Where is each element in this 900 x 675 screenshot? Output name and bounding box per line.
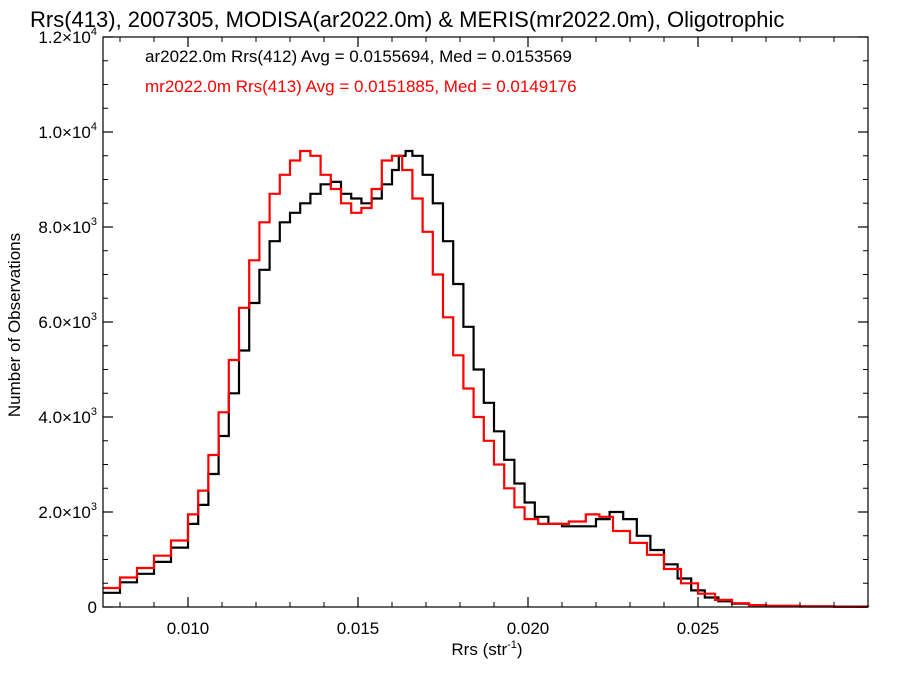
legend-entry-modisa: ar2022.0m Rrs(412) Avg = 0.0155694, Med …	[145, 47, 572, 66]
y-tick-label: 1.0×104	[38, 121, 97, 142]
x-tick-label: 0.025	[677, 619, 720, 638]
x-tick-label: 0.020	[507, 619, 550, 638]
plot-frame	[102, 36, 869, 608]
series-line-meris	[103, 149, 870, 608]
x-axis-label-close: )	[517, 640, 523, 659]
y-tick-label: 8.0×103	[38, 216, 97, 237]
y-tick-label: 1.2×104	[38, 26, 97, 47]
plot-area: 02.0×1034.0×1036.0×1038.0×1031.0×1041.2×…	[38, 26, 870, 638]
y-tick-label-mantissa: 2.0×10	[38, 503, 90, 522]
y-tick-label: 2.0×103	[38, 501, 97, 522]
y-tick-label-mantissa: 8.0×10	[38, 218, 90, 237]
y-tick-label-mantissa: 1.2×10	[38, 28, 90, 47]
y-tick-label-exponent: 3	[91, 216, 97, 228]
y-tick-label-mantissa: 0	[88, 598, 97, 617]
y-tick-label: 6.0×103	[38, 311, 97, 332]
y-tick-label-exponent: 4	[91, 26, 97, 38]
legend: ar2022.0m Rrs(412) Avg = 0.0155694, Med …	[145, 47, 577, 96]
chart-title: Rrs(413), 2007305, MODISA(ar2022.0m) & M…	[30, 7, 784, 32]
x-axis-label-main: Rrs (str	[451, 640, 507, 659]
y-tick-label-mantissa: 4.0×10	[38, 408, 90, 427]
x-axis-label: Rrs (str-1)	[451, 639, 522, 659]
x-axis-label-exponent: -1	[507, 639, 517, 651]
y-tick-label-exponent: 4	[91, 121, 97, 133]
y-tick-label-exponent: 3	[91, 311, 97, 323]
x-tick-label: 0.010	[167, 619, 210, 638]
y-tick-label: 4.0×103	[38, 406, 97, 427]
y-tick-label-mantissa: 6.0×10	[38, 313, 90, 332]
x-tick-label: 0.015	[337, 619, 380, 638]
y-tick-label: 0	[88, 598, 97, 617]
legend-entry-meris: mr2022.0m Rrs(413) Avg = 0.0151885, Med …	[145, 77, 577, 96]
y-axis-label: Number of Observations	[5, 233, 24, 417]
series-line-modisa	[103, 149, 870, 608]
y-tick-label-exponent: 3	[91, 406, 97, 418]
y-tick-label-exponent: 3	[91, 501, 97, 513]
y-tick-label-mantissa: 1.0×10	[38, 123, 90, 142]
